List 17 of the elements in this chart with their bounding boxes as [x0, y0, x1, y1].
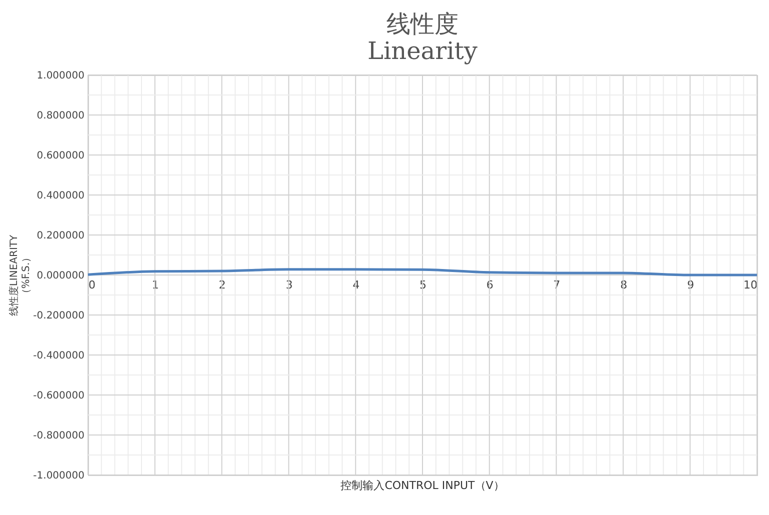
y-tick-label: 0.600000 [36, 150, 84, 162]
y-tick-label: 0.000000 [36, 270, 84, 282]
x-tick-label: 10 [744, 278, 758, 292]
chart-title: 线性度 [386, 10, 458, 38]
y-tick-label: -0.200000 [33, 310, 84, 322]
x-tick-label: 0 [88, 278, 96, 292]
y-tick-label: -1.000000 [33, 470, 84, 482]
y-tick-label: 0.400000 [36, 190, 84, 202]
y-tick-label: -0.400000 [33, 350, 84, 362]
x-axis-title: 控制输入CONTROL INPUT（V） [340, 479, 504, 492]
y-axis-title: 线性度LINEARITY （%F.S.） [8, 234, 32, 316]
y-tick-label: -0.600000 [33, 390, 84, 402]
chart-subtitle: Linearity [368, 37, 478, 65]
y-tick-label: 0.200000 [36, 230, 84, 242]
y-tick-label: 1.000000 [36, 70, 84, 82]
y-tick-label: 0.800000 [36, 110, 84, 122]
y-tick-label: -0.800000 [33, 430, 84, 442]
